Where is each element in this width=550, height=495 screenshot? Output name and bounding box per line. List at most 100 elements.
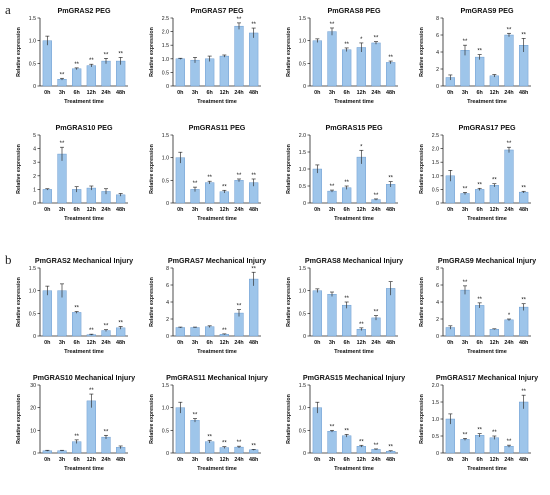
significance-mark: **	[507, 141, 512, 147]
x-tick-label: 12h	[357, 207, 366, 213]
y-tick-label: 1.5	[432, 400, 439, 406]
chart-title: PmGRAS11 PEG	[189, 123, 246, 132]
significance-mark: **	[374, 443, 379, 449]
bar	[475, 56, 485, 87]
x-tick-label: 3h	[59, 90, 65, 96]
y-tick-label: 2.5	[162, 16, 169, 22]
significance-mark: **	[359, 439, 364, 445]
x-tick-label: 0h	[44, 457, 50, 463]
x-tick-label: 12h	[220, 340, 229, 346]
chart-title: PmGRAS9 PEG	[460, 6, 514, 15]
x-tick-label: 12h	[220, 90, 229, 96]
x-tick-label: 0h	[314, 457, 320, 463]
x-tick-label: 12h	[87, 90, 96, 96]
bar	[205, 441, 215, 454]
y-tick-label: 10	[30, 428, 36, 434]
y-tick-label: 2	[33, 174, 36, 180]
significance-mark: **	[477, 428, 482, 434]
y-tick-label: 30	[30, 383, 36, 389]
bar	[72, 312, 82, 337]
x-tick-label: 3h	[192, 457, 198, 463]
y-tick-label: 2.0	[432, 147, 439, 153]
bar	[116, 60, 126, 87]
y-tick-label: 2.0	[299, 133, 306, 139]
bar	[249, 32, 259, 87]
bar	[190, 327, 200, 337]
significance-mark: **	[359, 322, 364, 328]
chart-panel-1: PmGRAS2 PEG 0 0.5 1.0 1.5 Relative expression…	[16, 6, 128, 105]
bar	[386, 288, 396, 337]
bar	[356, 47, 366, 87]
y-tick-label: 1.0	[29, 289, 36, 295]
significance-mark: **	[374, 310, 379, 316]
x-tick-label: 3h	[59, 340, 65, 346]
x-tick-label: 24h	[371, 340, 380, 346]
significance-mark: **	[74, 62, 79, 68]
y-tick-label: 0	[166, 334, 169, 340]
chart-title: PmGRAS8 PEG	[327, 6, 381, 15]
x-tick-label: 24h	[371, 90, 380, 96]
x-axis-label: Treatment time	[197, 466, 237, 472]
bar	[504, 149, 514, 204]
bar	[219, 191, 229, 204]
y-axis-label: Relative expression	[419, 277, 425, 327]
y-tick-label: 1.5	[432, 160, 439, 166]
y-tick-label: 20	[30, 406, 36, 412]
x-tick-label: 48h	[519, 90, 528, 96]
x-tick-label: 24h	[371, 207, 380, 213]
significance-mark: **	[388, 55, 393, 61]
significance-mark: **	[477, 182, 482, 188]
x-tick-label: 24h	[504, 457, 513, 463]
significance-mark: **	[521, 298, 526, 304]
x-tick-label: 24h	[504, 340, 513, 346]
y-tick-label: 0	[33, 201, 36, 207]
bar	[460, 289, 470, 337]
chart-panel-6: PmGRAS11 PEG 0 0.5 1.0 1.5 Relative expressio…	[149, 123, 261, 222]
x-axis-label: Treatment time	[467, 349, 507, 355]
x-axis-label: Treatment time	[64, 349, 104, 355]
x-tick-label: 0h	[314, 207, 320, 213]
x-tick-label: 3h	[462, 90, 468, 96]
x-tick-label: 12h	[220, 207, 229, 213]
y-axis-label: Relative expression	[16, 27, 22, 77]
x-tick-label: 24h	[101, 207, 110, 213]
x-axis-label: Treatment time	[467, 99, 507, 105]
significance-mark: **	[463, 280, 468, 286]
y-tick-label: 1.5	[299, 16, 306, 22]
y-tick-label: 0	[436, 84, 439, 90]
bar	[312, 290, 322, 337]
y-tick-label: 0	[436, 451, 439, 457]
bar	[519, 306, 529, 337]
bar	[57, 153, 67, 204]
significance-mark: *	[360, 37, 363, 43]
y-tick-label: 2.0	[432, 383, 439, 389]
bar	[342, 49, 352, 87]
y-tick-label: 0	[303, 84, 306, 90]
y-tick-label: 0.5	[162, 70, 169, 76]
bar	[342, 435, 352, 454]
bar	[371, 449, 381, 454]
y-tick-label: 2	[436, 67, 439, 73]
x-tick-label: 0h	[447, 340, 453, 346]
chart-panel-11: PmGRAS8 Mechanical Injury 0 0.5 1.0 1.5 Relat…	[286, 256, 403, 355]
significance-mark: **	[388, 176, 393, 182]
bar	[219, 55, 229, 87]
significance-mark: **	[207, 434, 212, 440]
y-tick-label: 0	[436, 201, 439, 207]
y-tick-label: 4	[436, 50, 439, 56]
x-tick-label: 12h	[490, 207, 499, 213]
x-axis-label: Treatment time	[467, 216, 507, 222]
y-tick-label: 0	[436, 334, 439, 340]
y-axis-label: Relative expression	[419, 144, 425, 194]
chart-title: PmGRAS17 Mechanical Injury	[436, 373, 538, 382]
x-tick-label: 48h	[249, 340, 258, 346]
significance-mark: **	[193, 181, 198, 187]
bar	[205, 326, 215, 337]
bar	[475, 189, 485, 204]
significance-mark: **	[104, 52, 109, 58]
significance-mark: **	[251, 266, 256, 272]
x-tick-label: 48h	[386, 340, 395, 346]
x-tick-label: 0h	[44, 340, 50, 346]
chart-panel-10: PmGRAS7 Mechanical Injury 0 2 4 6 8 Relative e…	[149, 256, 266, 355]
